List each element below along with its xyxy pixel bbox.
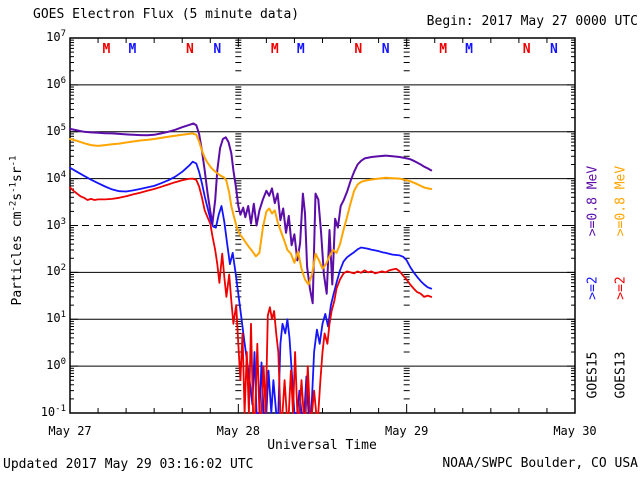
satellite-noon-marker: N — [186, 42, 194, 57]
satellite-midnight-marker: M — [271, 42, 279, 57]
satellite-noon-marker: N — [550, 42, 558, 57]
y-tick-label-1e0: 100 — [46, 357, 66, 373]
legend-entry-goes15-ge0.8mev: >=0.8 MeV — [586, 166, 601, 237]
satellite-midnight-marker: M — [465, 42, 473, 57]
y-tick-label-1e2: 102 — [46, 263, 66, 279]
legend-satellite-goes15: GOES15 — [586, 352, 601, 399]
y-tick-label-1e6: 106 — [46, 75, 66, 91]
chart-title: GOES Electron Flux (5 minute data) — [33, 7, 300, 22]
updated-timestamp: Updated 2017 May 29 03:16:02 UTC — [3, 457, 254, 472]
y-tick-label-1e1: 101 — [46, 310, 66, 326]
y-axis-title: Particles cm-2s-1sr-1 — [8, 155, 25, 306]
y-tick-label-1e3: 103 — [46, 216, 66, 232]
y-tick-label-1e7: 107 — [46, 29, 66, 45]
series-goes13-ge2mev-line — [69, 177, 433, 414]
satellite-noon-marker: N — [354, 42, 362, 57]
satellite-midnight-marker: M — [129, 42, 137, 57]
series-goes15-ge0.8mev-line — [69, 122, 433, 305]
satellite-midnight-marker: M — [103, 42, 111, 57]
satellite-noon-marker: N — [382, 42, 390, 57]
begin-timestamp: Begin: 2017 May 27 0000 UTC — [426, 14, 638, 29]
legend-entry-goes15-ge2: >=2 — [586, 276, 601, 299]
series-goes15-ge2mev-line — [69, 160, 433, 414]
x-tick-label: May 30 — [553, 424, 597, 438]
satellite-noon-marker: N — [523, 42, 531, 57]
x-axis-title: Universal Time — [267, 438, 377, 453]
x-tick-label: May 27 — [48, 424, 92, 438]
legend-entry-goes13-ge2: >=2 — [614, 276, 629, 299]
y-axis-title-text: Particles cm — [9, 211, 25, 306]
legend-entry-goes13-ge0.8mev: >=0.8 MeV — [614, 166, 629, 237]
legend-satellite-goes13: GOES13 — [614, 352, 629, 399]
credit-text: NOAA/SWPC Boulder, CO USA — [442, 456, 638, 471]
x-tick-label: May 28 — [216, 424, 260, 438]
series-goes13-ge0.8mev-line — [69, 132, 433, 286]
y-tick-label-1e4: 104 — [46, 169, 66, 185]
satellite-midnight-marker: M — [439, 42, 447, 57]
y-tick-label-1e5: 105 — [46, 122, 66, 138]
y-tick-label-1e-1: 10-1 — [40, 404, 66, 420]
x-tick-label: May 29 — [384, 424, 429, 438]
satellite-noon-marker: N — [213, 42, 221, 57]
satellite-midnight-marker: M — [297, 42, 305, 57]
